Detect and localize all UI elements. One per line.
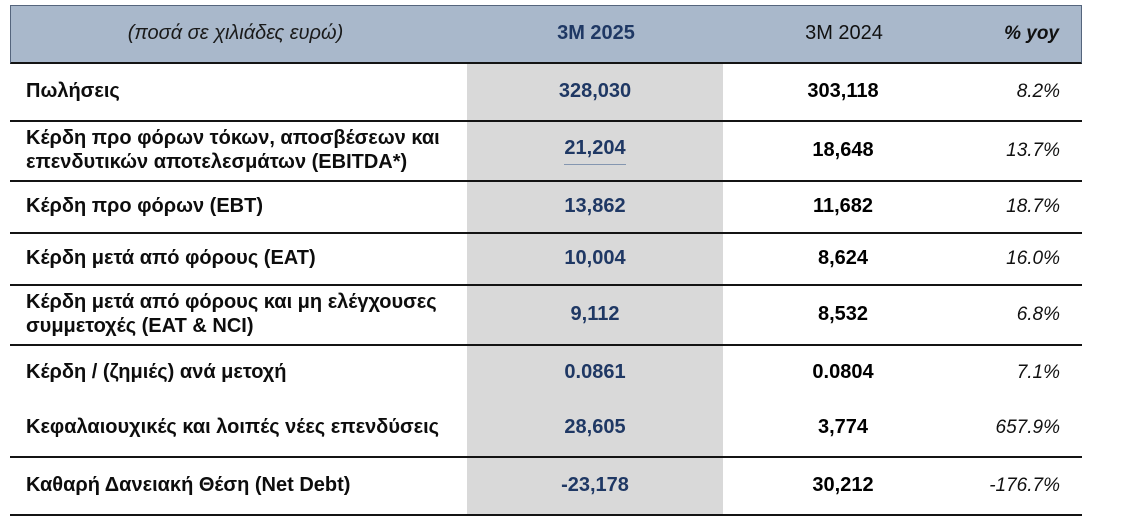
metric-label: Κέρδη / (ζημιές) ανά μετοχή — [26, 361, 287, 384]
table-row: Πωλήσεις 328,030 303,118 8.2% — [10, 64, 1082, 122]
value-yoy: 7.1% — [1016, 361, 1060, 383]
metric-label: Κέρδη προ φόρων (EBT) — [26, 195, 263, 218]
value-yoy: 8.2% — [1016, 80, 1060, 102]
value-3m-2024: 3,774 — [817, 416, 869, 439]
value-3m-2025: -23,178 — [467, 458, 723, 514]
value-3m-2024: 303,118 — [807, 80, 879, 103]
metric-label: Κέρδη προ φόρων τόκων, αποσβέσεων και επ… — [26, 127, 440, 173]
metric-label: Κεφαλαιουχικές και λοιπές νέες επενδύσει… — [26, 416, 440, 439]
value-yoy: 13.7% — [1006, 139, 1060, 161]
value-3m-2024: 8,532 — [817, 303, 869, 326]
value-yoy: 16.0% — [1006, 247, 1060, 269]
value-3m-2025: 10,004 — [467, 234, 723, 284]
value-yoy: 18.7% — [1006, 195, 1060, 217]
value-3m-2024: 11,682 — [812, 195, 874, 218]
table-row: Κέρδη προ φόρων τόκων, αποσβέσεων και επ… — [10, 122, 1082, 182]
value-3m-2025-text: 10,004 — [564, 247, 626, 270]
column-header-3m-2025: 3M 2025 — [557, 22, 635, 45]
value-3m-2025-text: 28,605 — [564, 416, 626, 439]
value-3m-2024: 30,212 — [812, 474, 874, 497]
table-body: Πωλήσεις 328,030 303,118 8.2% Κέρδη προ … — [10, 64, 1082, 516]
value-3m-2025: 21,204 — [467, 122, 723, 180]
value-3m-2025: 13,862 — [467, 182, 723, 232]
value-3m-2025-text: -23,178 — [561, 474, 629, 497]
table-row: Κέρδη μετά από φόρους και μη ελέγχουσες … — [10, 286, 1082, 346]
value-3m-2025-text: 328,030 — [558, 80, 632, 103]
financial-results-table: (ποσά σε χιλιάδες ευρώ) 3M 2025 3M 2024 … — [10, 5, 1082, 516]
value-3m-2025-text: 9,112 — [570, 303, 620, 326]
value-3m-2024: 0.0804 — [812, 361, 874, 384]
value-3m-2025: 328,030 — [467, 64, 723, 120]
units-note: (ποσά σε χιλιάδες ευρώ) — [127, 22, 344, 45]
metric-label: Κέρδη μετά από φόρους και μη ελέγχουσες … — [26, 291, 437, 337]
table-row: Κέρδη μετά από φόρους (EAT) 10,004 8,624… — [10, 234, 1082, 286]
value-3m-2024: 8,624 — [817, 247, 869, 270]
value-3m-2025-text: 0.0861 — [564, 361, 626, 384]
metric-label: Καθαρή Δανειακή Θέση (Net Debt) — [26, 474, 351, 497]
value-3m-2025: 0.0861 — [467, 346, 723, 400]
column-header-3m-2024: 3M 2024 — [805, 22, 883, 45]
table-header-row: (ποσά σε χιλιάδες ευρώ) 3M 2025 3M 2024 … — [10, 5, 1082, 64]
value-yoy: 6.8% — [1016, 303, 1060, 325]
table-row: Κεφαλαιουχικές και λοιπές νέες επενδύσει… — [10, 400, 1082, 458]
value-3m-2025-text: 21,204 — [564, 137, 626, 165]
value-yoy: 657.9% — [995, 416, 1060, 438]
value-3m-2025: 9,112 — [467, 286, 723, 344]
value-yoy: -176.7% — [989, 474, 1060, 496]
metric-label: Κέρδη μετά από φόρους (EAT) — [26, 247, 316, 270]
table-row: Κέρδη προ φόρων (EBT) 13,862 11,682 18.7… — [10, 182, 1082, 234]
table-row: Κέρδη / (ζημιές) ανά μετοχή 0.0861 0.080… — [10, 346, 1082, 400]
value-3m-2024: 18,648 — [812, 139, 874, 162]
metric-label: Πωλήσεις — [26, 80, 120, 103]
table-row: Καθαρή Δανειακή Θέση (Net Debt) -23,178 … — [10, 458, 1082, 516]
column-header-yoy: % yoy — [1004, 22, 1059, 44]
value-3m-2025: 28,605 — [467, 400, 723, 456]
value-3m-2025-text: 13,862 — [564, 195, 626, 218]
